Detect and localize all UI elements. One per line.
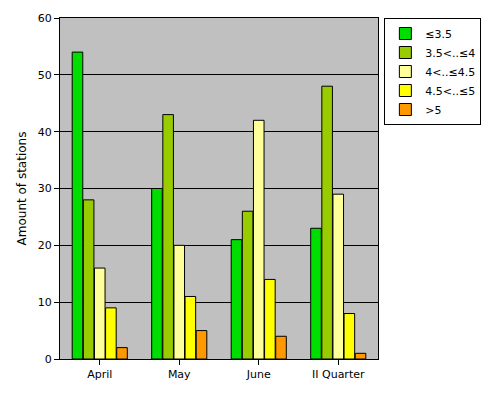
svg-text:30: 30 bbox=[38, 182, 52, 195]
svg-text:May: May bbox=[168, 368, 191, 381]
svg-text:50: 50 bbox=[38, 69, 52, 82]
svg-text:II Quarter: II Quarter bbox=[312, 368, 365, 381]
svg-text:0: 0 bbox=[45, 353, 52, 366]
svg-text:Amount of stations: Amount of stations bbox=[15, 132, 29, 246]
svg-text:4<..≤4.5: 4<..≤4.5 bbox=[425, 66, 475, 79]
svg-text:10: 10 bbox=[38, 296, 52, 309]
svg-text:40: 40 bbox=[38, 126, 52, 139]
svg-text:≤3.5: ≤3.5 bbox=[425, 28, 452, 41]
svg-text:60: 60 bbox=[38, 12, 52, 25]
svg-text:3.5<..≤4: 3.5<..≤4 bbox=[425, 47, 475, 60]
svg-text:20: 20 bbox=[38, 239, 52, 252]
svg-text:April: April bbox=[87, 368, 112, 381]
svg-text:>5: >5 bbox=[425, 104, 441, 117]
svg-text:4.5<..≤5: 4.5<..≤5 bbox=[425, 85, 475, 98]
svg-text:June: June bbox=[246, 368, 271, 381]
